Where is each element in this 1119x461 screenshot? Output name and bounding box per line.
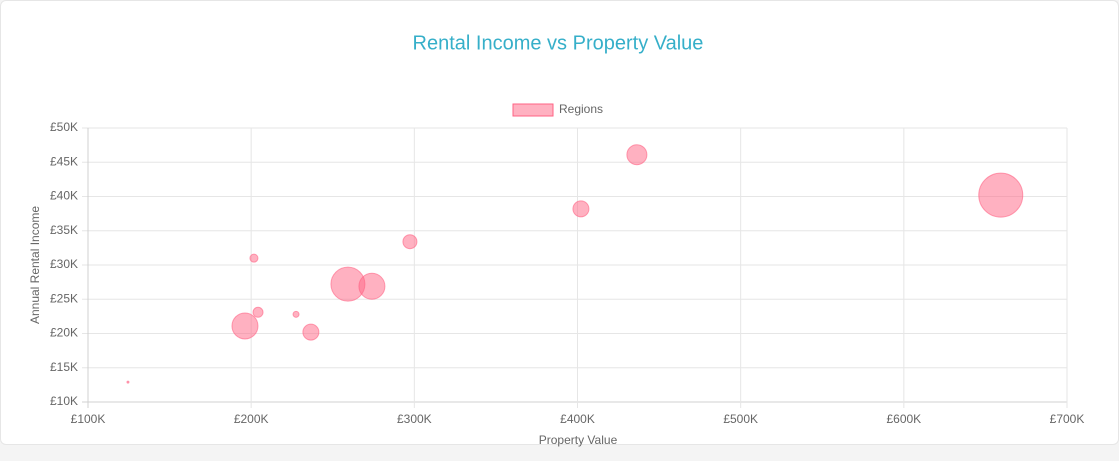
x-tick-label: £500K bbox=[723, 412, 758, 426]
x-tick-label: £100K bbox=[71, 412, 106, 426]
bubble bbox=[358, 272, 386, 300]
bubble bbox=[402, 234, 418, 250]
bubble bbox=[231, 312, 259, 340]
chart-title: Rental Income vs Property Value bbox=[413, 32, 704, 54]
bubble bbox=[978, 172, 1024, 218]
x-tick-label: £200K bbox=[234, 412, 269, 426]
bubble bbox=[249, 253, 259, 263]
bubble bbox=[292, 310, 300, 318]
x-axis-label: Property Value bbox=[539, 433, 618, 447]
chart-card bbox=[0, 0, 1119, 445]
y-tick-label: £35K bbox=[50, 223, 78, 237]
y-tick-label: £10K bbox=[50, 394, 78, 408]
legend-swatch bbox=[512, 103, 554, 117]
bubble bbox=[302, 323, 320, 341]
x-tick-label: £300K bbox=[397, 412, 432, 426]
bubble bbox=[626, 144, 648, 166]
x-tick-label: £600K bbox=[886, 412, 921, 426]
bubble bbox=[572, 200, 590, 218]
y-tick-label: £25K bbox=[50, 291, 78, 305]
y-axis-label: Annual Rental Income bbox=[28, 206, 42, 324]
y-tick-label: £15K bbox=[50, 360, 78, 374]
bubble bbox=[126, 380, 130, 384]
bubble bbox=[252, 306, 264, 318]
y-tick-label: £30K bbox=[50, 257, 78, 271]
y-tick-label: £20K bbox=[50, 326, 78, 340]
x-tick-label: £700K bbox=[1050, 412, 1085, 426]
y-tick-label: £45K bbox=[50, 154, 78, 168]
y-tick-label: £40K bbox=[50, 189, 78, 203]
x-tick-label: £400K bbox=[560, 412, 595, 426]
legend-label: Regions bbox=[559, 102, 603, 116]
y-tick-label: £50K bbox=[50, 120, 78, 134]
